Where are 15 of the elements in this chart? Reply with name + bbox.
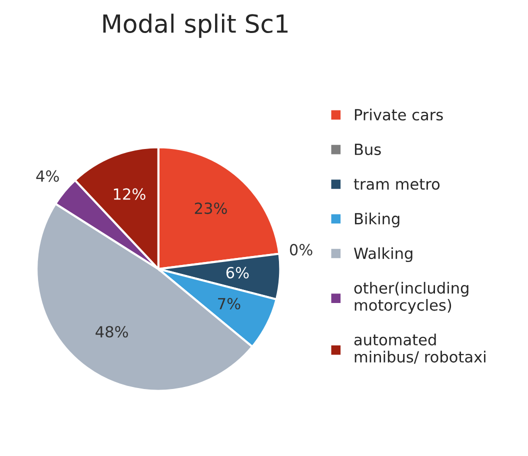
data-label: 12% bbox=[114, 188, 146, 200]
legend-label: Biking bbox=[354, 212, 400, 228]
data-label: 48% bbox=[96, 326, 128, 338]
legend-label: tram metro bbox=[354, 178, 440, 190]
data-label: 6% bbox=[226, 266, 249, 278]
legend-label: Walking bbox=[354, 247, 412, 262]
data-label: 4% bbox=[36, 170, 59, 182]
data-label: 23% bbox=[194, 202, 227, 214]
legend-label: Private cars bbox=[354, 108, 443, 121]
chart-title: Modal split Sc1 bbox=[103, 14, 288, 38]
data-label: 7% bbox=[218, 298, 240, 310]
legend-label: automated minibus/ robotaxi bbox=[354, 334, 486, 364]
text: 0% bbox=[290, 244, 312, 256]
legend-label: Bus bbox=[354, 144, 381, 156]
legend-label: other(including motorcycles) bbox=[354, 282, 468, 314]
